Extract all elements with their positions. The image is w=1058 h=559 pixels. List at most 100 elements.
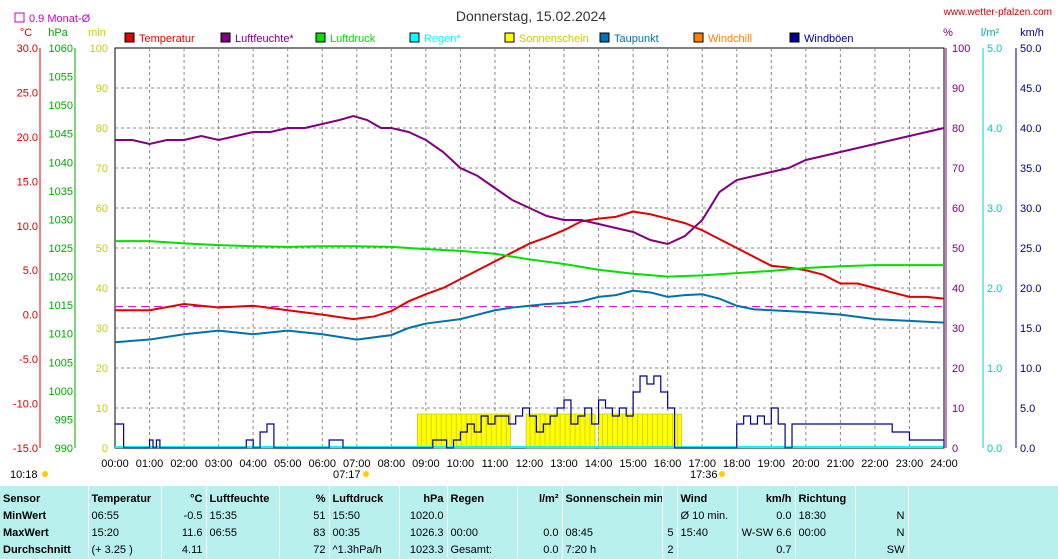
series-line-taupunkt: [114, 289, 945, 344]
tick-label-hpa: 1010: [49, 329, 73, 341]
stats-cell: (+ 3.25 ): [88, 541, 162, 558]
avg-label: 0.9 Monat-Ø: [29, 13, 91, 25]
stats-cell: 15:35: [206, 507, 280, 524]
x-tick-label: 20:00: [792, 458, 820, 470]
tick-label-pct: 0: [952, 443, 958, 455]
stats-header-row: Sensor Temperatur °C Luftfeuchte% Luftdruck h…: [0, 486, 1058, 507]
tick-label-temp: -5.0: [19, 354, 38, 366]
legend-swatch: [693, 32, 704, 43]
tick-label-hpa: 1040: [49, 157, 73, 169]
weather-chart: Donnerstag, 15.02.2024 www.wetter-pfalze…: [10, 7, 1052, 481]
series-line-temperatur: [115, 210, 945, 321]
x-tick-label: 02:00: [170, 458, 198, 470]
stats-cell: [206, 541, 280, 558]
legend-label: Regen*: [424, 33, 461, 45]
tick-label-min: 20: [96, 363, 108, 375]
tick-label-hpa: 1000: [49, 386, 73, 398]
stats-cell: W-SW 6.6: [737, 524, 796, 541]
tick-label-hpa: 1015: [49, 300, 73, 312]
series-line-windben: [115, 375, 945, 449]
stats-cell: 15:50: [329, 507, 400, 524]
stats-cell: °C: [161, 486, 207, 507]
legend-label: Luftfeuchte*: [235, 33, 294, 45]
x-tick-label: 09:00: [412, 458, 440, 470]
stats-cell: km/h: [737, 486, 796, 507]
tick-label-min: 70: [96, 163, 108, 175]
stats-filler: [908, 486, 1058, 507]
avg-marker-icon: [14, 12, 25, 23]
tick-label-min: 60: [96, 203, 108, 215]
stats-cell: 0.7: [737, 541, 796, 558]
legend-label: Sonnenschein: [519, 33, 589, 45]
x-tick-label: 13:00: [550, 458, 578, 470]
legend-label: Windböen: [804, 33, 854, 45]
tick-label-lm2: 2.0: [987, 283, 1002, 295]
stats-table: Sensor Temperatur °C Luftfeuchte% Luftdruck h…: [0, 486, 1058, 559]
stats-cell: [562, 507, 663, 524]
legend-swatch: [789, 32, 800, 43]
tick-label-temp: 5.0: [23, 265, 38, 277]
legend-swatch: [315, 32, 326, 43]
stats-filler: [908, 507, 1058, 524]
stats-cell: [855, 486, 909, 507]
tick-label-pct: 30: [952, 323, 964, 335]
stats-cell: 83: [279, 524, 330, 541]
stats-cell: 1026.3: [399, 524, 448, 541]
stats-cell: l/m²: [517, 486, 563, 507]
unit-pct: %: [943, 27, 953, 39]
x-tick-label: 16:00: [654, 458, 682, 470]
stats-cell: 15:20: [88, 524, 162, 541]
tick-label-temp: -15.0: [13, 443, 38, 455]
tick-label-kmh: 40.0: [1020, 123, 1041, 135]
stats-cell: 06:55: [206, 524, 280, 541]
sunset-icon: [719, 471, 725, 477]
x-tick-label: 15:00: [619, 458, 647, 470]
series-line-luftdruck: [115, 240, 944, 278]
tick-label-hpa: 1030: [49, 214, 73, 226]
x-tick-label: 18:00: [723, 458, 751, 470]
tick-label-min: 0: [102, 443, 108, 455]
stats-cell: 00:00: [795, 524, 856, 541]
series-line-luftfeuchte: [115, 114, 945, 246]
tick-label-kmh: 10.0: [1020, 363, 1041, 375]
tick-label-min: 90: [96, 83, 108, 95]
tick-label-lm2: 1.0: [987, 363, 1002, 375]
stats-cell: [677, 541, 738, 558]
stats-cell: 7:20 h: [562, 541, 663, 558]
stats-cell: N: [855, 507, 909, 524]
tick-label-temp: 25.0: [17, 87, 38, 99]
unit-temp: °C: [20, 27, 32, 39]
tick-label-min: 80: [96, 123, 108, 135]
legend-swatch: [220, 32, 231, 43]
tick-label-lm2: 0.0: [987, 443, 1002, 455]
stats-cell: 0.0: [517, 541, 563, 558]
tick-label-hpa: 1050: [49, 100, 73, 112]
tick-label-temp: 0.0: [23, 310, 38, 322]
stats-cell: hPa: [399, 486, 448, 507]
tick-label-kmh: 25.0: [1020, 243, 1041, 255]
x-tick-label: 06:00: [308, 458, 336, 470]
chart-marks: [114, 114, 945, 449]
stats-cell: 4.11: [161, 541, 207, 558]
tick-label-pct: 70: [952, 163, 964, 175]
stats-cell: 18:30: [795, 507, 856, 524]
sunrise-time: 07:17: [333, 469, 361, 481]
stats-row: MinWert 06:55 -0.5 15:35 51 15:50 1020.0 Ø 10 m…: [0, 507, 1058, 524]
tick-label-pct: 20: [952, 363, 964, 375]
tick-label-pct: 40: [952, 283, 964, 295]
stats-cell: [447, 507, 518, 524]
stats-cell: [795, 541, 856, 558]
legend-label: Windchill: [708, 33, 752, 45]
site-link[interactable]: www.wetter-pfalzen.com: [943, 7, 1052, 18]
tick-label-temp: -10.0: [13, 399, 38, 411]
tick-label-pct: 10: [952, 403, 964, 415]
legend-label: Temperatur: [139, 33, 195, 45]
legend-swatch: [599, 32, 610, 43]
x-tick-label: 22:00: [861, 458, 889, 470]
tick-label-temp: 30.0: [17, 43, 38, 55]
stats-row: Durchschnitt (+ 3.25 ) 4.11 72 ^1.3hPa/h 1023…: [0, 541, 1058, 558]
stats-cell: ^1.3hPa/h: [329, 541, 400, 558]
legend-label: Luftdruck: [330, 33, 376, 45]
stats-filler: [908, 524, 1058, 541]
stats-row: MaxWert 15:20 11.6 06:55 83 00:35 1026.3 00:00 0…: [0, 524, 1058, 541]
